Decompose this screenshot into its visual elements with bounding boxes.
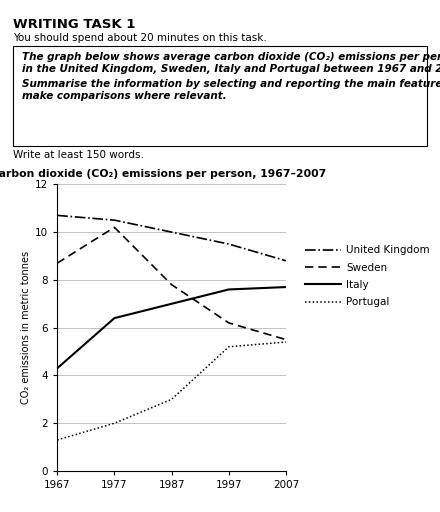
Text: in the United Kingdom, Sweden, Italy and Portugal between 1967 and 2007.: in the United Kingdom, Sweden, Italy and…	[22, 64, 440, 74]
Text: The graph below shows average carbon dioxide (CO₂) emissions per person: The graph below shows average carbon dio…	[22, 52, 440, 62]
Text: make comparisons where relevant.: make comparisons where relevant.	[22, 91, 227, 101]
Text: Write at least 150 words.: Write at least 150 words.	[13, 150, 144, 160]
Text: Average carbon dioxide (CO₂) emissions per person, 1967–2007: Average carbon dioxide (CO₂) emissions p…	[0, 169, 326, 179]
Text: Summarise the information by selecting and reporting the main features, and: Summarise the information by selecting a…	[22, 79, 440, 90]
Text: WRITING TASK 1: WRITING TASK 1	[13, 18, 136, 31]
Y-axis label: CO₂ emissions in metric tonnes: CO₂ emissions in metric tonnes	[21, 251, 31, 404]
Text: You should spend about 20 minutes on this task.: You should spend about 20 minutes on thi…	[13, 33, 267, 44]
Legend: United Kingdom, Sweden, Italy, Portugal: United Kingdom, Sweden, Italy, Portugal	[301, 241, 434, 311]
